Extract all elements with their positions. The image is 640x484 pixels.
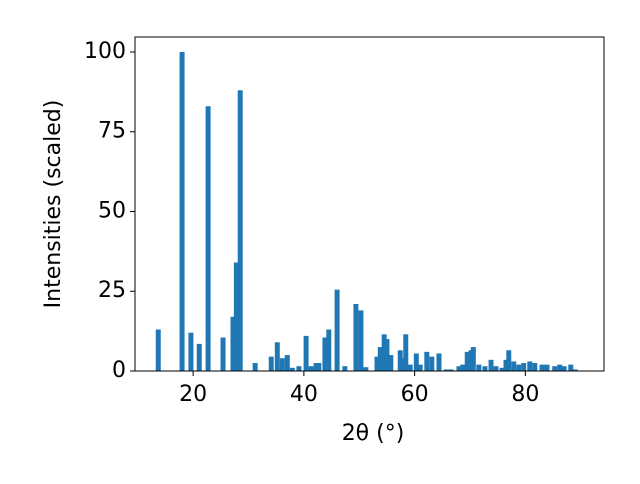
bar	[296, 366, 302, 371]
bar	[511, 361, 517, 371]
bar	[561, 366, 567, 371]
bar	[552, 366, 558, 371]
y-tick-label: 50	[98, 198, 126, 223]
bar	[196, 343, 202, 371]
x-tick-label: 60	[401, 382, 429, 407]
bar	[539, 364, 545, 371]
bar	[417, 364, 423, 371]
bar	[464, 351, 470, 371]
y-tick-label: 75	[98, 119, 126, 144]
bar	[268, 356, 274, 371]
bar	[424, 351, 430, 371]
bar	[436, 353, 442, 371]
bar	[532, 363, 538, 371]
bar	[274, 342, 280, 371]
y-tick-label: 0	[112, 358, 126, 383]
bar	[443, 369, 449, 371]
bar	[377, 347, 383, 371]
bar	[313, 363, 319, 371]
bar	[303, 335, 309, 371]
y-axis-label: Intensities (scaled)	[41, 100, 66, 309]
bar	[353, 304, 359, 371]
bar	[334, 289, 340, 371]
bar	[572, 369, 578, 371]
bar	[482, 366, 488, 371]
bar	[284, 355, 290, 371]
bar	[220, 337, 226, 371]
bar	[205, 106, 211, 371]
bar	[527, 361, 533, 371]
bar	[388, 355, 394, 371]
bar	[413, 353, 419, 371]
bar	[230, 316, 236, 371]
bar	[493, 366, 499, 371]
bar	[557, 364, 563, 371]
bar	[233, 262, 239, 371]
bar	[237, 90, 243, 372]
bar	[381, 334, 387, 371]
bar	[470, 347, 476, 371]
bar	[342, 366, 348, 371]
bar	[448, 369, 454, 371]
bar	[289, 367, 295, 371]
bar	[407, 364, 413, 371]
bar	[476, 364, 482, 371]
x-axis-label: 2θ (°)	[342, 421, 405, 446]
bar	[179, 51, 185, 371]
bar	[308, 366, 314, 371]
bar	[503, 359, 509, 371]
bar	[506, 350, 512, 371]
bar	[279, 358, 285, 371]
x-tick-label: 40	[290, 382, 318, 407]
y-tick-label: 100	[84, 39, 126, 64]
bar	[521, 363, 527, 371]
bar	[400, 358, 406, 371]
x-tick-label: 80	[511, 382, 539, 407]
y-tick-label: 25	[98, 278, 126, 303]
bar	[429, 356, 435, 371]
bar	[316, 363, 322, 371]
bar	[568, 364, 574, 371]
bar	[499, 367, 505, 371]
bar	[326, 329, 332, 371]
bar	[322, 337, 328, 371]
bar	[403, 334, 409, 371]
bar	[358, 310, 364, 371]
bar	[188, 332, 194, 371]
bar	[460, 364, 466, 371]
bar	[544, 364, 550, 371]
bar	[155, 329, 161, 371]
bar	[456, 366, 462, 371]
bar	[363, 367, 369, 371]
bar	[252, 363, 258, 371]
bar	[516, 364, 522, 371]
bar	[488, 359, 494, 371]
bar	[397, 350, 403, 371]
bar	[374, 356, 380, 371]
x-tick-label: 20	[179, 382, 207, 407]
plot-frame	[134, 36, 605, 372]
bar	[384, 339, 390, 371]
